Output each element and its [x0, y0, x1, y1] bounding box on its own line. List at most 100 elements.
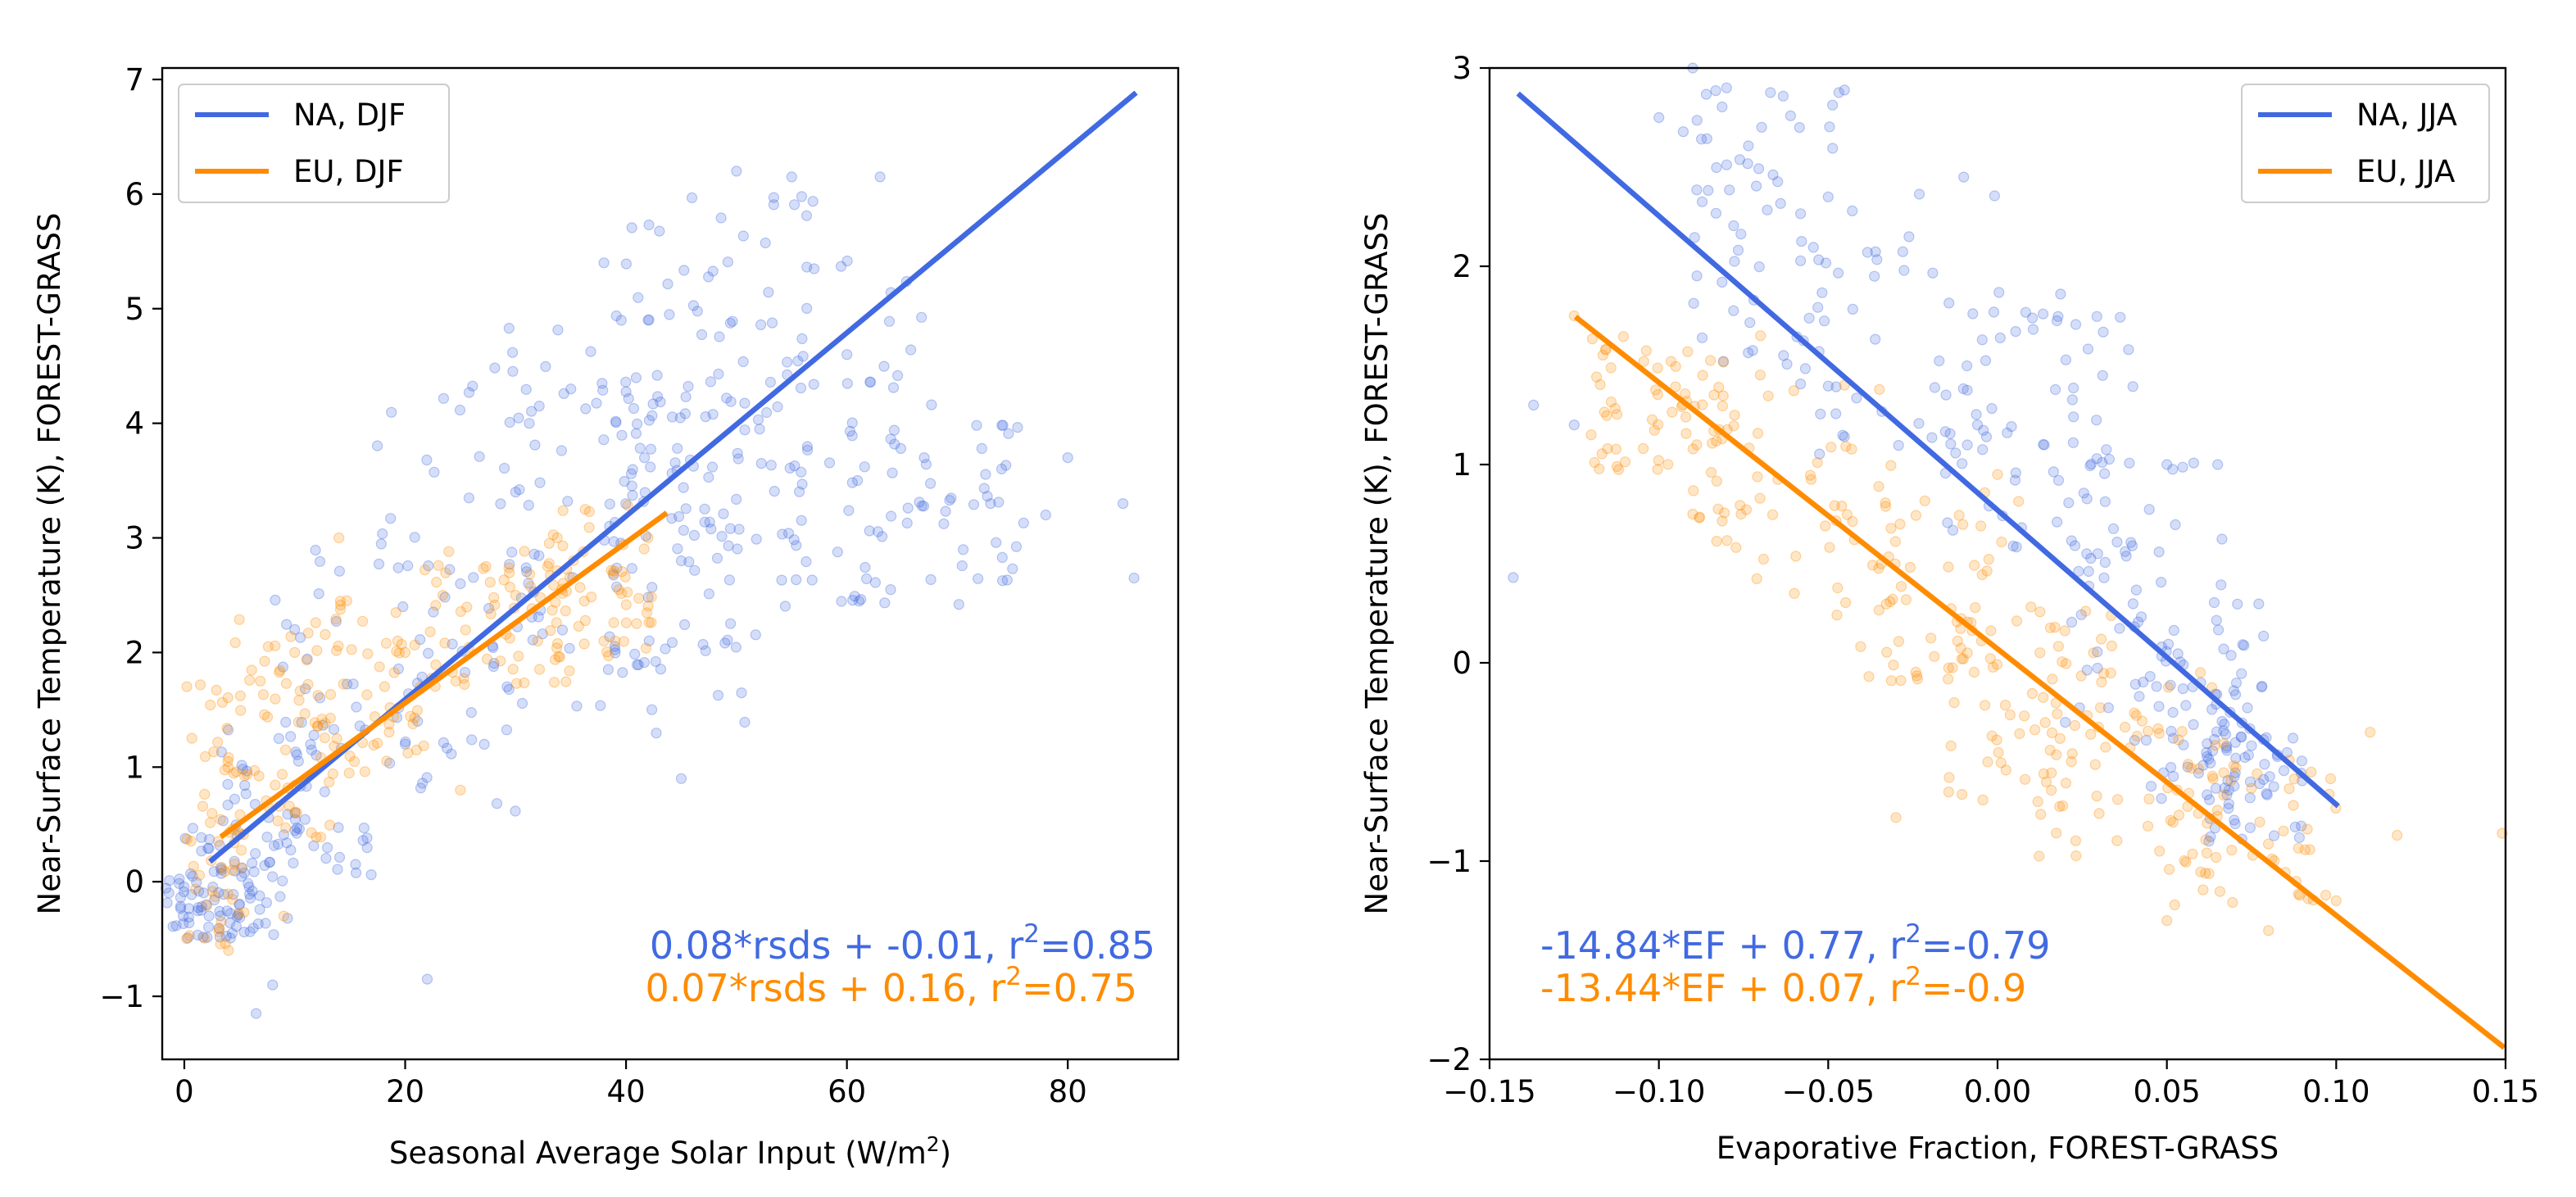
eu-djf-point: [331, 645, 342, 656]
na-djf-point: [1040, 509, 1051, 521]
na-jja-point: [2296, 755, 2307, 767]
eu-djf-point: [301, 654, 312, 666]
eu-djf-point: [188, 860, 199, 872]
na-djf-point: [495, 498, 506, 510]
eu-jja-point: [2186, 762, 2197, 774]
eu-djf-point: [510, 589, 521, 601]
eu-jja-point: [2179, 855, 2190, 867]
na-djf-point: [796, 333, 808, 344]
na-jja-point: [2205, 757, 2216, 769]
na-jja-point: [2259, 759, 2270, 770]
y-tick-label: 6: [125, 177, 144, 212]
eu-jja-point: [1847, 515, 1858, 528]
na-djf-point: [625, 468, 637, 479]
eu-jja-point: [1943, 673, 1954, 685]
eu-djf-point: [206, 886, 218, 897]
na-djf-point: [251, 1008, 262, 1019]
eu-jja-point: [1590, 371, 1603, 383]
na-djf-point: [438, 737, 450, 749]
eu-jja-point: [2106, 640, 2117, 652]
eu-jja-point: [1599, 343, 1612, 356]
right-fit-lines: [1516, 91, 2506, 1050]
na-djf-point: [260, 918, 271, 929]
na-jja-point: [2020, 306, 2031, 318]
na-jja-point: [1743, 347, 1754, 359]
na-djf-point: [763, 287, 774, 298]
na-djf-point: [675, 773, 687, 784]
eu-jja-point: [1991, 659, 2003, 670]
na-jja-point: [1870, 246, 1881, 257]
eu-jja-point: [2025, 601, 2037, 613]
na-djf-point: [796, 466, 807, 478]
na-djf-point: [562, 496, 574, 507]
na-djf-point: [192, 929, 203, 941]
na-djf-point: [261, 897, 272, 909]
na-jja-point: [2211, 726, 2223, 737]
na-djf-point: [620, 376, 632, 388]
legend-label-na-djf: NA, DJF: [293, 97, 406, 133]
eu-jja-point: [1652, 389, 1663, 401]
na-djf-point: [488, 642, 499, 654]
eu-djf-point: [583, 522, 595, 533]
na-djf-point: [719, 637, 731, 649]
na-djf-point: [887, 382, 900, 393]
na-jja-point: [2232, 598, 2243, 610]
eu-jja-point: [2052, 708, 2063, 719]
na-djf-point: [971, 419, 982, 431]
eu-djf-point: [242, 769, 253, 780]
na-djf-point: [643, 415, 655, 426]
na-djf-point: [416, 778, 429, 789]
y-tick-label: 3: [1452, 51, 1472, 86]
na-djf-point: [752, 414, 764, 425]
na-djf-point: [1128, 572, 1140, 584]
eu-jja-point: [1652, 362, 1663, 374]
eu-djf-point: [222, 762, 234, 773]
na-jja-point: [1813, 254, 1825, 265]
na-djf-point: [439, 592, 451, 603]
y-tick-label: 7: [125, 62, 144, 97]
na-jja-point: [1944, 428, 1956, 439]
eu-djf-point: [560, 605, 571, 617]
na-jja-point: [2258, 630, 2270, 642]
eu-djf-point: [343, 767, 355, 779]
na-jja-point: [1743, 140, 1754, 152]
eu-jja-point: [2161, 914, 2173, 927]
na-djf-point: [234, 912, 246, 923]
eu-djf-point: [374, 661, 385, 673]
eu-jja-point: [1969, 560, 1980, 571]
x-tick-label: 40: [607, 1074, 646, 1109]
eu-djf-point: [184, 930, 195, 941]
eu-djf-point: [488, 592, 500, 604]
na-jja-point: [2236, 668, 2247, 679]
na-djf-point: [465, 706, 477, 719]
eu-djf-point: [578, 638, 590, 650]
na-jja-point: [1803, 312, 1815, 324]
right-y-ticks: −2 −1 0 1 2 3: [1426, 51, 1490, 1077]
na-jja-point: [2075, 609, 2087, 620]
na-jja-point: [2027, 312, 2039, 324]
na-djf-point: [795, 383, 807, 394]
na-djf-point: [914, 496, 925, 508]
eu-djf-point: [249, 764, 261, 777]
na-jja-point: [1735, 229, 1747, 240]
eu-jja-point: [2105, 667, 2116, 679]
eu-djf-point: [205, 817, 216, 828]
na-djf-point: [179, 832, 191, 844]
na-djf-point: [602, 664, 615, 675]
eu-djf-point: [327, 768, 338, 780]
na-djf-point: [674, 412, 686, 424]
eu-djf-point: [524, 581, 537, 592]
na-jja-point: [2202, 737, 2213, 750]
eu-djf-point: [212, 737, 224, 748]
na-djf-point: [874, 171, 886, 183]
na-jja-point: [2092, 646, 2103, 658]
na-jja-point: [2144, 670, 2156, 682]
na-jja-point: [2219, 719, 2230, 730]
eu-djf-point: [253, 770, 265, 782]
na-jja-point: [2081, 664, 2093, 676]
eu-jja-point: [1943, 662, 1954, 673]
na-djf-point: [254, 890, 265, 901]
na-jja-point: [1827, 143, 1839, 154]
na-jja-point: [2161, 459, 2173, 470]
y-tick-label: 5: [125, 292, 144, 327]
